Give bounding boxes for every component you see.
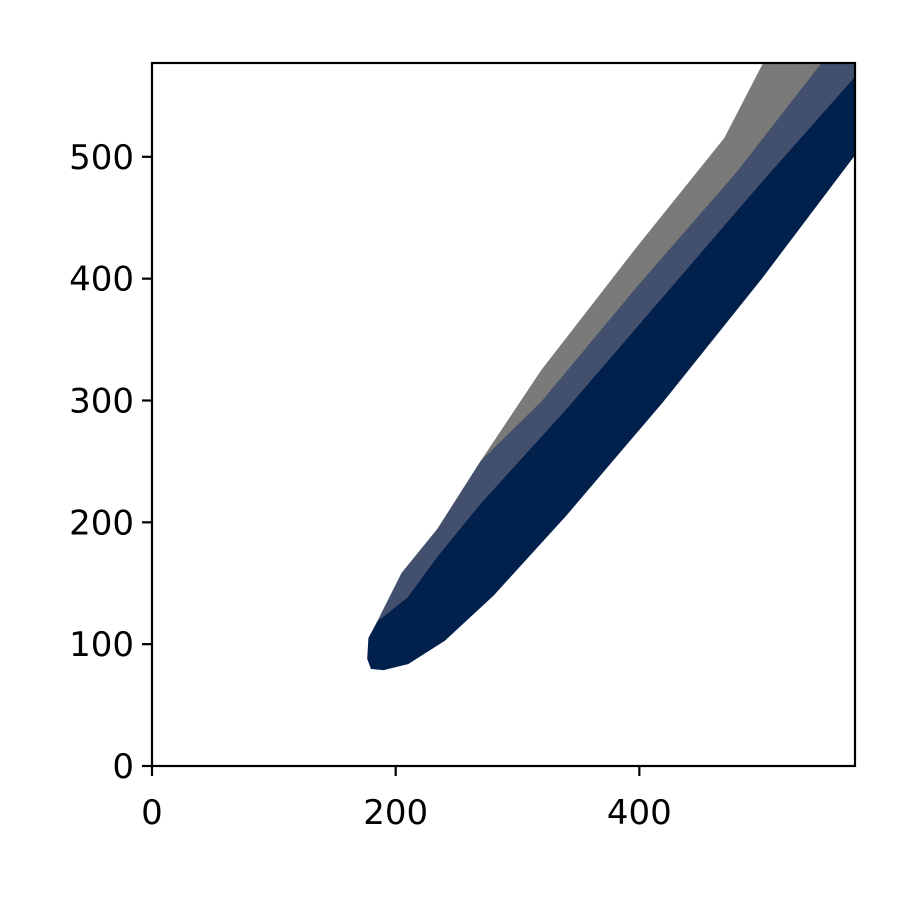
plot-frame: [150, 61, 857, 768]
x-tick-label: 200: [363, 793, 428, 833]
plot-area: [150, 61, 857, 768]
y-tick-label: 300: [69, 381, 134, 421]
y-tick-label: 0: [112, 747, 134, 787]
y-tick-label: 200: [69, 503, 134, 543]
y-tick-label: 400: [69, 260, 134, 300]
y-tick-label: 100: [69, 625, 134, 665]
x-tick-label: 0: [141, 793, 163, 833]
x-tick-label: 400: [607, 793, 672, 833]
contour-band-3: [367, 77, 855, 671]
contour-bands: [367, 63, 855, 671]
x-axis: 0 200 400: [141, 766, 672, 833]
y-tick-label: 500: [69, 138, 134, 178]
contour-band-2: [376, 63, 855, 623]
y-axis: 0 100 200 300 400 500: [69, 138, 152, 787]
